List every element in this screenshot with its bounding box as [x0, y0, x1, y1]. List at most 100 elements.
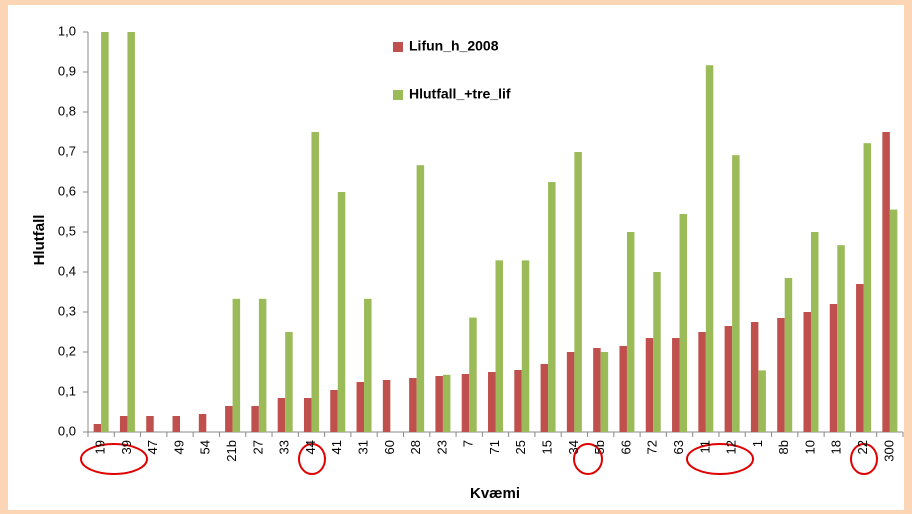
bar: [810, 232, 819, 432]
bar: [784, 278, 793, 432]
highlight-ellipse: [80, 443, 148, 475]
x-tick-label: 19: [93, 440, 108, 454]
bar: [232, 298, 241, 432]
y-tick-label: 0,2: [58, 343, 76, 358]
y-tick-label: 0,7: [58, 143, 76, 158]
bar: [514, 370, 522, 432]
x-tick-label: 7: [461, 440, 476, 447]
bar: [863, 143, 872, 432]
bar: [277, 398, 286, 432]
y-tick-label: 0,3: [58, 303, 76, 318]
bar: [829, 304, 838, 432]
bar: [705, 65, 714, 432]
x-tick-label: 33: [277, 440, 292, 454]
y-tick-label: 0,9: [58, 63, 76, 78]
bar: [356, 382, 365, 432]
bar: [198, 414, 207, 432]
bar: [856, 284, 864, 432]
bar: [435, 376, 443, 432]
x-tick-label: 25: [513, 440, 528, 454]
x-tick-label: 60: [382, 440, 397, 454]
x-tick-label: 1: [750, 440, 765, 447]
y-tick-label: 0,8: [58, 103, 76, 118]
bar: [469, 317, 477, 432]
bar: [548, 182, 556, 432]
x-tick-label: 22: [855, 440, 870, 454]
bar: [101, 32, 109, 432]
legend-swatch: [393, 90, 403, 100]
y-axis-title: Hlutfall: [31, 215, 48, 266]
x-tick-label: 8b: [776, 440, 791, 454]
x-tick-label: 18: [829, 440, 844, 454]
bar: [626, 232, 635, 432]
bar: [521, 260, 530, 432]
bar: [672, 338, 680, 432]
bar: [337, 192, 346, 432]
bar: [750, 322, 759, 432]
x-tick-label: 66: [618, 440, 633, 454]
bar: [119, 416, 128, 432]
x-tick-label: 15: [540, 440, 555, 454]
x-tick-label: 5b: [592, 440, 607, 454]
bar: [409, 378, 417, 432]
bar: [258, 298, 267, 432]
bar: [330, 390, 338, 432]
bar: [600, 352, 609, 432]
highlight-ellipse: [686, 443, 754, 475]
bar: [146, 416, 154, 432]
bar: [645, 338, 654, 432]
bar: [172, 416, 181, 432]
bar: [724, 326, 733, 432]
x-tick-label: 41: [329, 440, 344, 454]
bar: [225, 406, 233, 432]
legend-swatch: [393, 42, 403, 52]
bar: [495, 260, 503, 432]
bar: [382, 380, 391, 432]
bar: [732, 155, 740, 432]
x-axis-title: Kvæmi: [470, 485, 520, 502]
x-tick-label: 12: [724, 440, 739, 454]
bar: [837, 245, 845, 432]
highlight-ellipse: [850, 443, 878, 475]
bar: [777, 318, 785, 432]
bar: [303, 398, 312, 432]
legend-label: Lifun_h_2008: [409, 38, 499, 54]
x-tick-label: 39: [119, 440, 134, 454]
highlight-ellipse: [573, 443, 603, 475]
x-tick-label: 28: [408, 440, 423, 454]
x-tick-label: 34: [566, 440, 581, 454]
x-tick-label: 27: [250, 440, 265, 454]
y-tick-label: 0,5: [58, 223, 76, 238]
y-tick-label: 0,1: [58, 383, 76, 398]
y-tick-label: 1,0: [58, 23, 76, 38]
bar: [93, 424, 102, 432]
x-tick-label: 10: [802, 440, 817, 454]
x-tick-label: 300: [881, 440, 896, 462]
x-tick-label: 31: [355, 440, 370, 454]
bar: [311, 132, 319, 432]
bar: [251, 406, 259, 432]
x-tick-label: 11: [697, 440, 712, 454]
bar: [593, 348, 601, 432]
bar: [461, 374, 470, 432]
bar: [488, 372, 496, 432]
bar: [364, 298, 372, 432]
x-tick-label: 21b: [224, 440, 239, 462]
bar: [127, 32, 135, 432]
bar: [442, 374, 451, 432]
x-tick-label: 72: [645, 440, 660, 454]
highlights: [80, 443, 878, 475]
x-tick-label: 44: [303, 440, 318, 454]
y-tick-label: 0,0: [58, 423, 76, 438]
bar: [619, 346, 627, 432]
bar: [566, 352, 575, 432]
bar: [416, 165, 425, 432]
x-tick-label: 23: [434, 440, 449, 454]
bar: [803, 312, 811, 432]
y-tick-label: 0,6: [58, 183, 76, 198]
x-tick-label: 63: [671, 440, 686, 454]
x-tick-label: 47: [145, 440, 160, 454]
bar: [882, 132, 890, 432]
highlight-ellipse: [298, 443, 326, 475]
